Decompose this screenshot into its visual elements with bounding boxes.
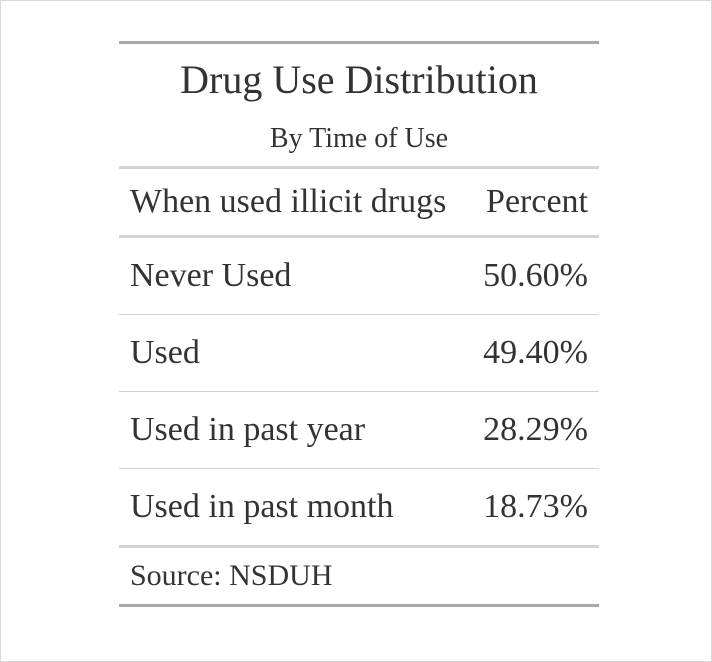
header-bottom-rule <box>119 235 599 238</box>
column-header-percent: Percent <box>486 183 588 220</box>
row-label: Used in past month <box>130 488 394 525</box>
row-label: Never Used <box>130 257 292 294</box>
column-header-when-used: When used illicit drugs <box>130 183 447 220</box>
source-top-rule <box>119 545 599 548</box>
row-value: 49.40% <box>483 334 588 371</box>
top-rule <box>119 41 599 44</box>
table-title: Drug Use Distribution <box>180 57 538 102</box>
table-subtitle: By Time of Use <box>269 123 449 154</box>
row-value: 50.60% <box>483 257 588 294</box>
data-table: Drug Use Distribution By Time of Use Whe… <box>119 41 599 607</box>
source-note: Source: NSDUH <box>130 559 333 592</box>
header-top-rule <box>119 166 599 169</box>
row-divider <box>119 314 599 315</box>
table-row: Used in past month 18.73% <box>119 469 599 545</box>
bottom-rule <box>119 604 599 607</box>
row-value: 28.29% <box>483 411 588 448</box>
column-header-row: When used illicit drugs Percent <box>119 169 599 235</box>
table-row: Used in past year 28.29% <box>119 392 599 468</box>
row-value: 18.73% <box>483 488 588 525</box>
row-label: Used in past year <box>130 411 366 448</box>
row-divider <box>119 391 599 392</box>
row-label: Used <box>130 334 200 371</box>
table-row: Never Used 50.60% <box>119 238 599 314</box>
row-divider <box>119 468 599 469</box>
table-row: Used 49.40% <box>119 315 599 391</box>
